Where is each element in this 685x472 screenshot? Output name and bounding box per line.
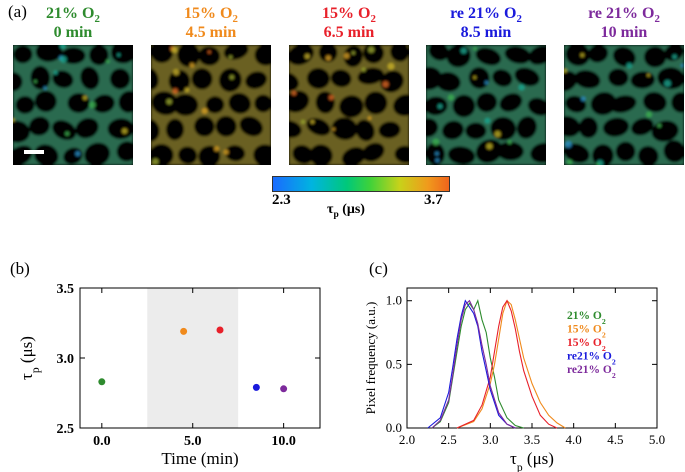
colorbar-min-label: 2.3 — [272, 192, 291, 208]
y-tick-label: 1.0 — [386, 293, 402, 308]
x-tick-label: 4.0 — [566, 432, 582, 447]
data-point — [280, 385, 288, 393]
micrograph-image — [564, 45, 684, 165]
frame-condition-0: 21% O2 — [46, 5, 100, 26]
frame-condition-2: 15% O2 — [322, 5, 376, 26]
x-axis-label: τp (μs) — [510, 449, 554, 472]
scatter-chart: (b) 0.0 5.0 10.0 2.5 3.0 3.5 Time (min) τp (μs) — [10, 259, 321, 468]
x-tick-label: 2.5 — [441, 432, 457, 447]
data-point — [252, 383, 260, 391]
micrograph-tile-1 — [151, 45, 271, 165]
data-point — [216, 326, 224, 334]
y-tick-label: 3.0 — [57, 352, 75, 367]
frame-time-0: 0 min — [53, 24, 93, 41]
legend-entry: re21% O2 — [567, 351, 616, 367]
data-point — [180, 327, 188, 335]
frame-time-4: 10 min — [600, 24, 648, 41]
plot-frame — [406, 287, 658, 429]
x-tick-label: 2.0 — [399, 432, 415, 447]
series-line — [431, 299, 516, 429]
micrograph-image — [13, 45, 133, 165]
legend-entry: 21% O2 — [567, 310, 606, 326]
x-axis-label: Time (min) — [161, 449, 238, 468]
y-tick-label: 0.0 — [386, 420, 402, 435]
colorbar-title: τp (μs) — [327, 202, 365, 220]
histogram-chart: (c) 2.0 2.5 3.0 3.5 4.0 4.5 5.0 0.0 0.5 1.0 τp (μs)… — [363, 259, 665, 472]
x-tick-label: 4.5 — [607, 432, 623, 447]
y-tick-label: 2.5 — [57, 422, 75, 437]
series-line — [431, 298, 524, 429]
frame-condition-1: 15% O2 — [184, 5, 238, 26]
panel-c-label: (c) — [369, 259, 388, 278]
colorbar — [272, 176, 450, 192]
y-axis-label: Pixel frequency (a.u.) — [363, 302, 378, 415]
x-tick-label: 5.0 — [184, 434, 202, 449]
x-tick-label: 5.0 — [649, 432, 665, 447]
x-tick-label: 3.0 — [482, 432, 498, 447]
micrograph-tile-4 — [564, 45, 684, 165]
scale-bar — [24, 150, 44, 154]
series-line — [427, 299, 516, 429]
panel-a-label: (a) — [8, 2, 27, 21]
micrograph-tile-0 — [13, 45, 133, 165]
micrograph-image — [426, 45, 546, 165]
x-tick-label: 3.5 — [524, 432, 540, 447]
frame-time-3: 8.5 min — [460, 24, 512, 41]
legend-entry: 15% O2 — [567, 337, 606, 353]
micrograph-tile-3 — [426, 45, 546, 165]
frame-time-2: 6.5 min — [323, 24, 375, 41]
legend-entry: 15% O2 — [567, 324, 606, 340]
colorbar-max-label: 3.7 — [424, 192, 443, 208]
series-line — [456, 299, 558, 429]
frame-condition-4: re 21% O2 — [588, 5, 660, 26]
frame-condition-3: re 21% O2 — [450, 5, 522, 26]
x-tick-label: 10.0 — [271, 434, 296, 449]
x-tick-label: 0.0 — [93, 434, 111, 449]
shaded-hypoxia-region — [147, 288, 239, 428]
frame-time-1: 4.5 min — [185, 24, 237, 41]
micrograph-image — [151, 45, 271, 165]
micrograph-tile-2 — [289, 45, 409, 165]
panel-b-label: (b) — [10, 259, 30, 278]
series-line — [456, 299, 566, 429]
y-tick-label: 3.5 — [57, 282, 75, 297]
y-axis-label: τp (μs) — [17, 336, 42, 380]
legend-entry: re21% O2 — [567, 364, 616, 380]
data-point — [98, 378, 106, 386]
micrograph-image — [289, 45, 409, 165]
y-tick-label: 0.5 — [386, 356, 402, 371]
